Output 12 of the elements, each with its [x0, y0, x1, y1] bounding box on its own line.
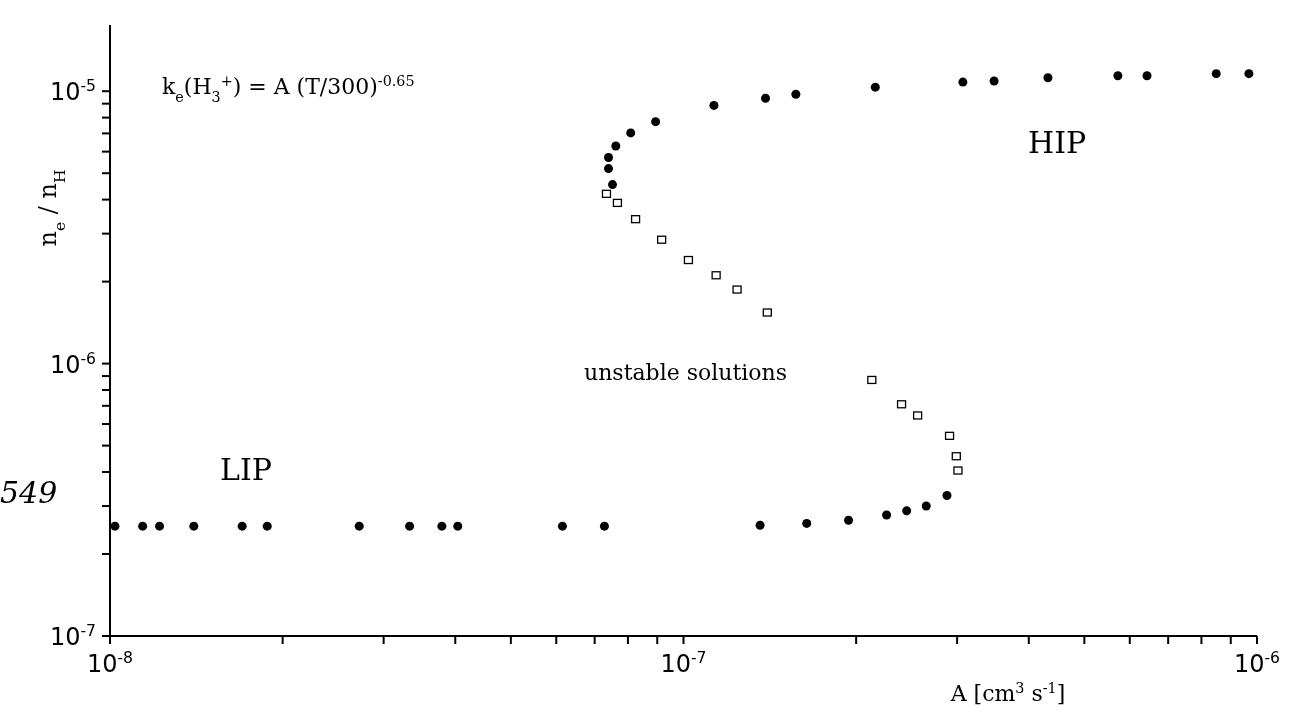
x-tick-label: 10$^{-6}$: [1233, 649, 1281, 678]
y-tick-label: 10$^{-7}$: [49, 622, 96, 651]
x-tick-label: 10$^{-7}$: [660, 649, 707, 678]
text: 549: [0, 475, 58, 510]
x-tick-label: 10$^{-8}$: [86, 649, 134, 678]
annotation: LIP: [220, 452, 272, 487]
annotation: k$_{e}$(H$_{3}$$^{+}$) = A (T/300)$^{-0.65}$: [162, 73, 415, 105]
annotation: unstable solutions: [584, 360, 788, 385]
annotation: HIP: [1028, 125, 1087, 160]
x-axis-title: A [cm$^{3}$ s$^{-1}$]: [949, 680, 1066, 706]
y-tick-label: 10$^{-6}$: [49, 349, 96, 379]
y-tick-label: 10$^{-5}$: [49, 77, 96, 107]
